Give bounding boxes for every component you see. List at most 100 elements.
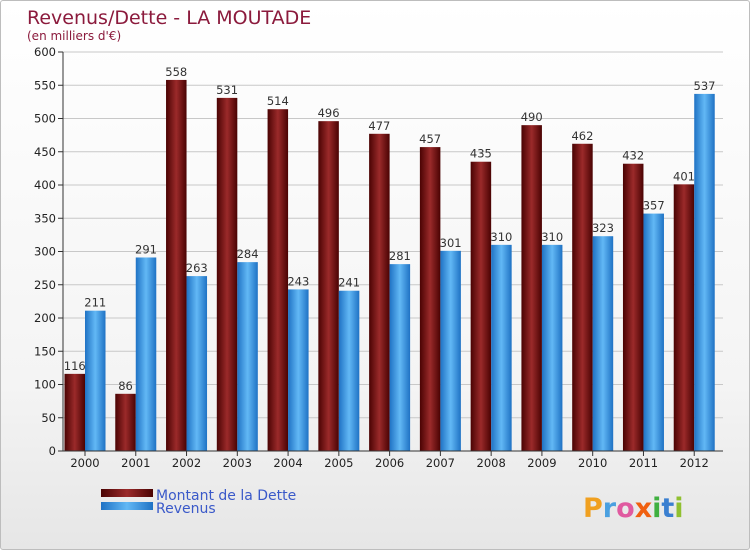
bar-revenus-2002 xyxy=(186,276,208,451)
data-label-dette-2006: 477 xyxy=(368,119,390,133)
bar-dette-2010 xyxy=(572,143,593,451)
y-tick-label: 50 xyxy=(41,411,56,425)
y-tick-label: 200 xyxy=(34,311,56,325)
bars xyxy=(64,79,715,452)
x-tick-label: 2009 xyxy=(527,456,556,470)
proxiti-logo: Proxiti xyxy=(583,493,684,524)
data-label-revenus-2005: 241 xyxy=(338,276,360,290)
data-label-dette-2009: 490 xyxy=(521,110,543,124)
x-tick-label: 2002 xyxy=(172,456,201,470)
data-label-dette-2010: 462 xyxy=(571,129,593,143)
x-axis-ticks: 2000 2001 2002 2003 2004 2005 2006 2007 2008 2009… xyxy=(70,451,709,470)
data-label-revenus-2008: 310 xyxy=(490,230,512,244)
x-tick-label: 2008 xyxy=(477,456,506,470)
data-label-dette-2008: 435 xyxy=(470,147,492,161)
y-tick-label: 300 xyxy=(34,245,56,259)
x-tick-label: 2000 xyxy=(70,456,99,470)
data-label-dette-2011: 432 xyxy=(622,149,644,163)
logo-letter: x xyxy=(635,493,652,524)
bar-revenus-2006 xyxy=(389,264,411,451)
bar-dette-2009 xyxy=(521,125,542,452)
data-label-dette-2000: 116 xyxy=(64,359,86,373)
bar-revenus-2012 xyxy=(694,93,715,452)
x-tick-label: 2011 xyxy=(629,456,658,470)
bar-dette-2008 xyxy=(470,161,492,451)
data-label-revenus-2000: 211 xyxy=(84,296,106,310)
x-tick-label: 2012 xyxy=(680,456,709,470)
data-label-revenus-2006: 281 xyxy=(389,249,411,263)
legend: Montant de la Dette Revenus xyxy=(101,488,296,517)
data-label-revenus-2002: 263 xyxy=(186,261,208,275)
data-label-revenus-2004: 243 xyxy=(287,274,309,288)
bar-revenus-2001 xyxy=(135,257,157,451)
bar-dette-2012 xyxy=(673,184,695,451)
data-label-revenus-2001: 291 xyxy=(135,242,157,256)
bar-dette-2002 xyxy=(166,79,187,452)
data-label-dette-2003: 531 xyxy=(216,83,238,97)
logo-letter: i xyxy=(674,493,683,524)
bar-revenus-2011 xyxy=(643,213,664,451)
legend-swatch-revenus xyxy=(101,502,153,510)
x-tick-label: 2005 xyxy=(324,456,353,470)
data-label-dette-2012: 401 xyxy=(673,169,695,183)
bar-dette-2001 xyxy=(115,393,136,451)
bar-dette-2005 xyxy=(318,121,339,451)
data-label-dette-2001: 86 xyxy=(118,379,133,393)
bar-revenus-2000 xyxy=(85,310,106,451)
bar-dette-2000 xyxy=(64,373,85,451)
y-tick-label: 400 xyxy=(34,178,56,192)
y-tick-label: 150 xyxy=(34,344,56,358)
data-label-revenus-2003: 284 xyxy=(237,247,259,261)
x-tick-label: 2004 xyxy=(273,456,302,470)
y-tick-label: 250 xyxy=(34,278,56,292)
bar-dette-2007 xyxy=(419,147,441,451)
x-tick-label: 2006 xyxy=(375,456,404,470)
y-tick-label: 450 xyxy=(34,145,56,159)
y-tick-label: 350 xyxy=(34,211,56,225)
data-label-dette-2005: 496 xyxy=(318,106,340,120)
data-label-revenus-2011: 357 xyxy=(643,199,665,213)
axes xyxy=(62,52,723,452)
data-labels: 116 211 86 291 558 263 531 284 514 243 496 241 477 28… xyxy=(64,65,716,393)
logo-letter: i xyxy=(652,493,661,524)
data-label-revenus-2009: 310 xyxy=(541,230,563,244)
data-label-dette-2002: 558 xyxy=(165,65,187,79)
logo-letter: t xyxy=(661,493,674,524)
bar-dette-2006 xyxy=(369,133,390,452)
bar-revenus-2003 xyxy=(237,262,258,451)
y-tick-label: 100 xyxy=(34,378,56,392)
x-tick-label: 2001 xyxy=(121,456,150,470)
legend-label-dette: Montant de la Dette xyxy=(156,488,296,504)
bar-revenus-2009 xyxy=(541,244,563,451)
legend-swatch-dette xyxy=(101,489,153,497)
logo-letter: r xyxy=(603,493,617,524)
bar-revenus-2005 xyxy=(338,290,360,451)
bar-dette-2011 xyxy=(622,163,644,451)
chart-title: Revenus/Dette - LA MOUTADE xyxy=(27,7,311,29)
x-tick-label: 2007 xyxy=(426,456,455,470)
bar-revenus-2008 xyxy=(491,244,512,451)
bar-revenus-2007 xyxy=(440,250,461,451)
logo-letter: P xyxy=(583,493,603,524)
data-label-revenus-2010: 323 xyxy=(592,221,614,235)
y-tick-label: 500 xyxy=(34,112,56,126)
y-tick-label: 600 xyxy=(34,45,56,59)
bar-revenus-2010 xyxy=(592,236,614,451)
y-tick-label: 550 xyxy=(34,78,56,92)
data-label-dette-2004: 514 xyxy=(267,94,289,108)
y-axis-ticks: 0 50 100 150 200 250 300 350 400 450 500 550 600 xyxy=(34,45,63,458)
logo-letter: o xyxy=(616,493,635,524)
legend-label-revenus: Revenus xyxy=(156,501,216,517)
y-tick-label: 0 xyxy=(49,444,56,458)
data-label-revenus-2007: 301 xyxy=(440,236,462,250)
bar-revenus-2004 xyxy=(288,289,309,451)
data-label-dette-2007: 457 xyxy=(419,132,441,146)
x-tick-label: 2010 xyxy=(578,456,607,470)
data-label-revenus-2012: 537 xyxy=(694,79,716,93)
bar-dette-2004 xyxy=(267,109,289,451)
x-tick-label: 2003 xyxy=(223,456,252,470)
chart-subtitle: (en milliers d'€) xyxy=(27,29,121,43)
bar-dette-2003 xyxy=(216,97,238,451)
